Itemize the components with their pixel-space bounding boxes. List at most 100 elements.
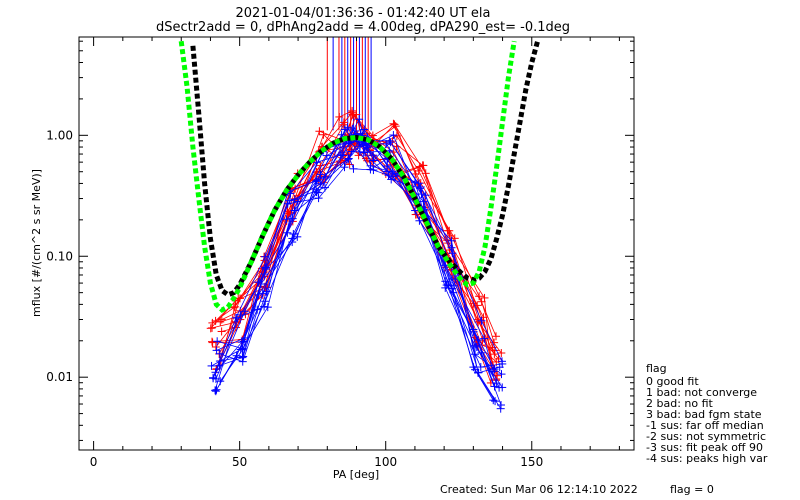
blue-trace-marker [311, 177, 320, 186]
blue-trace-marker [449, 288, 458, 297]
blue-trace-marker [290, 195, 299, 204]
blue-trace-marker [288, 234, 297, 243]
blue-trace-marker [447, 236, 456, 245]
blue-trace-marker [421, 191, 430, 200]
blue-trace-marker [258, 289, 267, 298]
blue-trace-marker [240, 307, 249, 316]
red-trace-marker [473, 315, 482, 324]
blue-trace-marker [489, 396, 498, 405]
red-trace-marker [497, 348, 506, 357]
blue-trace [214, 133, 503, 391]
blue-trace [216, 128, 495, 387]
y-axis-label: mflux [#/(cm^2 s sr MeV)] [30, 169, 43, 317]
blue-trace-marker [213, 337, 222, 346]
blue-trace-marker [360, 125, 369, 134]
blue-trace-marker [282, 215, 291, 224]
red-trace-marker [319, 130, 328, 139]
blue-trace-marker [211, 374, 220, 383]
chart-title: 2021-01-04/01:36:36 - 01:42:40 UT ela [236, 6, 491, 21]
legend-entry: 3 bad: bad fgm state [646, 408, 762, 421]
y-tick-label: 1.00 [46, 128, 73, 142]
blue-trace-marker [340, 125, 349, 134]
blue-trace-marker [415, 216, 424, 225]
blue-trace-marker [320, 183, 329, 192]
blue-trace-marker [477, 316, 486, 325]
legend-entry: -1 sus: far off median [646, 419, 764, 432]
blue-trace-marker [492, 379, 501, 388]
blue-trace-marker [411, 206, 420, 215]
y-tick-label: 0.01 [46, 370, 73, 384]
legend-entry: 1 bad: not converge [646, 386, 757, 399]
red-trace-marker [490, 350, 499, 359]
blue-trace-marker [215, 361, 224, 370]
red-trace-marker [335, 112, 344, 121]
blue-trace-marker [322, 151, 331, 160]
blue-trace-marker [389, 131, 398, 140]
blue-trace-marker [369, 166, 378, 175]
blue-trace-marker [238, 353, 247, 362]
red-trace-marker [211, 343, 220, 352]
blue-trace-marker [469, 363, 478, 372]
y-tick-label: 0.10 [46, 249, 73, 263]
red-trace-marker [411, 169, 420, 178]
blue-trace-marker [262, 287, 271, 296]
blue-trace-marker [480, 334, 489, 343]
blue-trace-marker [490, 382, 499, 391]
x-tick-label: 100 [374, 455, 397, 469]
blue-trace-marker [389, 172, 398, 181]
red-trace [215, 134, 499, 370]
blue-trace-marker [211, 386, 220, 395]
flag-legend: flag 0 good fit 1 bad: not converge 2 ba… [646, 362, 768, 465]
blue-trace [212, 143, 503, 379]
blue-trace-marker [215, 349, 224, 358]
blue-trace-marker [263, 303, 272, 312]
flag-status: flag = 0 [670, 483, 714, 496]
red-trace-marker [206, 324, 215, 333]
legend-entry: 0 good fit [646, 375, 699, 388]
blue-trace-marker [366, 161, 375, 170]
blue-trace [216, 137, 502, 409]
red-trace-marker [315, 127, 324, 136]
blue-trace-marker [369, 151, 378, 160]
red-trace-marker [477, 297, 486, 306]
blue-trace-marker [207, 361, 216, 370]
blue-trace-marker [349, 164, 358, 173]
blue-trace-marker [442, 281, 451, 290]
green-fit-curve [178, 40, 517, 313]
blue-trace-marker [340, 163, 349, 172]
blue-trace [215, 134, 500, 392]
blue-trace-marker [472, 342, 481, 351]
red-trace-marker [235, 294, 244, 303]
blue-trace-marker [212, 385, 221, 394]
blue-trace-marker [293, 232, 302, 241]
x-tick-label: 0 [90, 455, 98, 469]
blue-trace [219, 128, 500, 388]
plot-area: 0 50 100 150 0.01 0.10 1.00 [46, 36, 635, 469]
blue-trace-marker [498, 359, 507, 368]
blue-trace-marker [447, 243, 456, 252]
blue-trace-marker [212, 346, 221, 355]
blue-trace-marker [496, 404, 505, 413]
blue-trace-marker [261, 252, 270, 261]
x-tick-label: 50 [232, 455, 247, 469]
red-trace-marker [208, 318, 217, 327]
red-trace-marker [217, 315, 226, 324]
blue-trace-marker [384, 171, 393, 180]
legend-entry: -4 sus: peaks high var [646, 452, 768, 465]
red-trace-marker [217, 327, 226, 336]
red-trace-marker [216, 317, 225, 326]
red-trace-marker [211, 316, 220, 325]
blue-trace-marker [449, 281, 458, 290]
red-trace-marker [491, 332, 500, 341]
blue-trace-marker [312, 188, 321, 197]
red-trace-marker [348, 106, 357, 115]
red-trace-marker [208, 338, 217, 347]
blue-trace-marker [383, 162, 392, 171]
red-trace-marker [418, 161, 427, 170]
blue-trace-marker [344, 154, 353, 163]
black-fit-curve [190, 40, 541, 298]
blue-trace-marker [290, 206, 299, 215]
blue-trace-marker [314, 188, 323, 197]
blue-trace-marker [386, 138, 395, 147]
